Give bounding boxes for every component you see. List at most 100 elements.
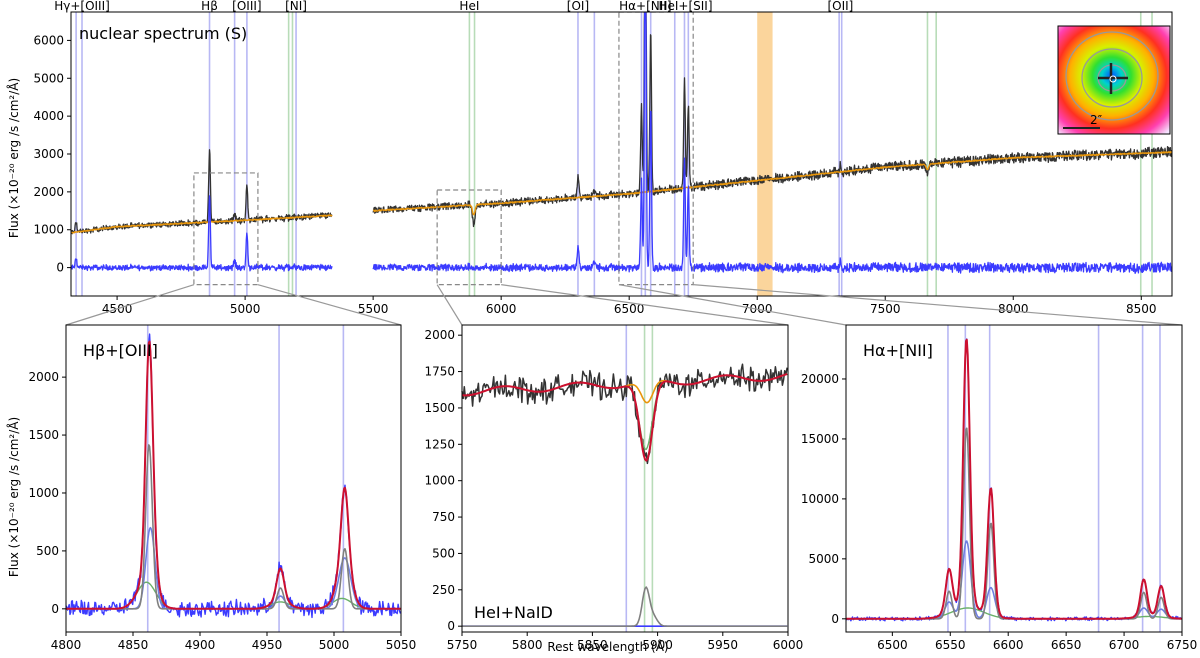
inset-map-background	[1057, 25, 1171, 135]
observed-spectrum-segment	[372, 12, 1172, 228]
zoom-connector	[436, 284, 463, 326]
panel-annotation: Hβ+[OIII]	[83, 341, 158, 360]
top-x-tick-label: 5500	[358, 302, 389, 316]
total-fit-model	[65, 340, 401, 610]
line-label: Hβ	[201, 0, 218, 13]
top-y-tick-label: 3000	[33, 147, 64, 161]
top-x-tick-label: 7500	[870, 302, 901, 316]
line-label: [OIII]	[232, 0, 261, 13]
hb-x-tick-label: 5050	[386, 638, 417, 652]
zoom-connector	[501, 284, 789, 326]
line-label: HeI	[459, 0, 479, 13]
top-clipped-content	[71, 12, 1172, 296]
naid-x-tick-label: 5850	[577, 638, 608, 652]
shared-y-axis-label-lower: Flux (×10⁻²⁰ erg /s /cm²/Å)	[6, 417, 21, 577]
ha-y-tick-label: 20000	[801, 372, 839, 386]
naid-y-tick-label: 1000	[424, 474, 455, 488]
hb-y-tick-label: 1500	[28, 428, 59, 442]
hb-x-tick-label: 4850	[118, 638, 149, 652]
shared-y-axis-label: Flux (×10⁻²⁰ erg /s /cm²/Å)	[6, 78, 21, 238]
top-y-tick-label: 4000	[33, 109, 64, 123]
line-label: Hα+[NII]	[619, 0, 671, 13]
panel-halpha-nii: 6500 6550 6600 6650 6700 6750 0 5000 10000 15000 2…	[801, 324, 1198, 652]
ha-y-tick-label: 10000	[801, 492, 839, 506]
total-fit-model	[461, 373, 788, 462]
zoom-connector	[65, 284, 195, 326]
shared-x-axis-label: Rest wavelength (Å)	[547, 639, 668, 654]
top-x-tick-label: 8500	[1126, 302, 1157, 316]
stellar-continuum-segment	[71, 214, 333, 234]
naid-x-tick-label: 5950	[708, 638, 739, 652]
line-label: Hγ+[OIII]	[54, 0, 110, 13]
top-x-tick-label: 8000	[998, 302, 1029, 316]
hb-y-tick-label: 0	[51, 602, 59, 616]
hb-plot-content	[65, 325, 402, 632]
hb-x-tick-label: 4900	[185, 638, 216, 652]
ha-y-tick-label: 5000	[808, 552, 839, 566]
ha-x-tick-label: 6600	[993, 638, 1024, 652]
top-panel-nuclear-spectrum: 4500500055006000650070007500800085000100…	[33, 0, 1173, 316]
naid-y-tick-label: 1250	[424, 437, 455, 451]
ha-plot-area	[846, 325, 1182, 632]
top-axes-frame	[70, 11, 1173, 297]
top-x-tick-label: 5000	[230, 302, 261, 316]
top-y-tick-label: 6000	[33, 33, 64, 47]
ha-y-tick-label: 0	[831, 612, 839, 626]
panel-hbeta-oiii: 4800 4850 4900 4950 5000 5050 0 500 1000 1500 2000…	[28, 324, 417, 652]
zoom-connector	[693, 284, 1183, 326]
naid-y-tick-label: 1500	[424, 401, 455, 415]
naid-y-tick-label: 500	[432, 546, 455, 560]
naid-y-tick-label: 0	[447, 619, 455, 633]
zoom-connector	[257, 284, 402, 326]
ha-y-tick-label: 15000	[801, 432, 839, 446]
zoom-connector-lines	[65, 284, 1183, 326]
hb-y-tick-label: 500	[36, 544, 59, 558]
top-y-tick-label: 5000	[33, 71, 64, 85]
ha-plot-content	[845, 325, 1182, 632]
ha-axes-frame	[845, 324, 1183, 633]
zoom-region-box	[618, 12, 694, 286]
naid-y-tick-label: 250	[432, 583, 455, 597]
inset-contour-mid	[1081, 48, 1143, 108]
inset-nucleus-marker	[1109, 75, 1117, 83]
inset-contour-outer	[1065, 31, 1159, 121]
top-y-tick-label: 2000	[33, 185, 64, 199]
naid-x-tick-label: 6000	[773, 638, 804, 652]
inset-scale-label: 2″	[1090, 113, 1103, 127]
top-x-tick-label: 6500	[614, 302, 645, 316]
naid-x-tick-label: 5800	[512, 638, 543, 652]
zoom-connector	[618, 284, 847, 326]
hb-x-tick-label: 5000	[319, 638, 350, 652]
hb-plot-area	[66, 325, 401, 632]
hb-y-tick-label: 2000	[28, 370, 59, 384]
top-panel-annotation: nuclear spectrum (S)	[79, 24, 247, 43]
hb-x-tick-label: 4950	[252, 638, 283, 652]
top-plot-content	[71, 12, 1172, 296]
residual-emission-segment	[372, 12, 1172, 274]
inset-emission-map: 2″	[1057, 25, 1171, 135]
zoom-region-box	[193, 172, 259, 286]
telluric-band	[757, 12, 773, 296]
ha-x-tick-label: 6750	[1167, 638, 1198, 652]
hb-y-tick-label: 1000	[28, 486, 59, 500]
total-fit-model	[845, 338, 1182, 620]
hb-axes-frame	[65, 324, 402, 633]
top-x-tick-label: 6000	[486, 302, 517, 316]
stellar-continuum-segment	[372, 150, 1172, 216]
naid-x-tick-label: 5900	[642, 638, 673, 652]
top-y-tick-label: 0	[56, 261, 64, 275]
naid-axes-frame	[461, 324, 789, 633]
hei-emission-component	[462, 586, 788, 627]
residual-emission-segment	[71, 195, 333, 272]
panel-annotation: Hα+[NII]	[863, 341, 933, 360]
line-label: [OI]	[567, 0, 589, 13]
ha-x-tick-label: 6650	[1051, 638, 1082, 652]
top-y-tick-label: 1000	[33, 223, 64, 237]
naid-plot-content	[461, 325, 788, 632]
hb-x-tick-label: 4800	[51, 638, 82, 652]
naid-y-tick-label: 2000	[424, 328, 455, 342]
ha-x-tick-label: 6700	[1109, 638, 1140, 652]
line-label: [OII]	[827, 0, 853, 13]
ha-x-tick-label: 6550	[935, 638, 966, 652]
